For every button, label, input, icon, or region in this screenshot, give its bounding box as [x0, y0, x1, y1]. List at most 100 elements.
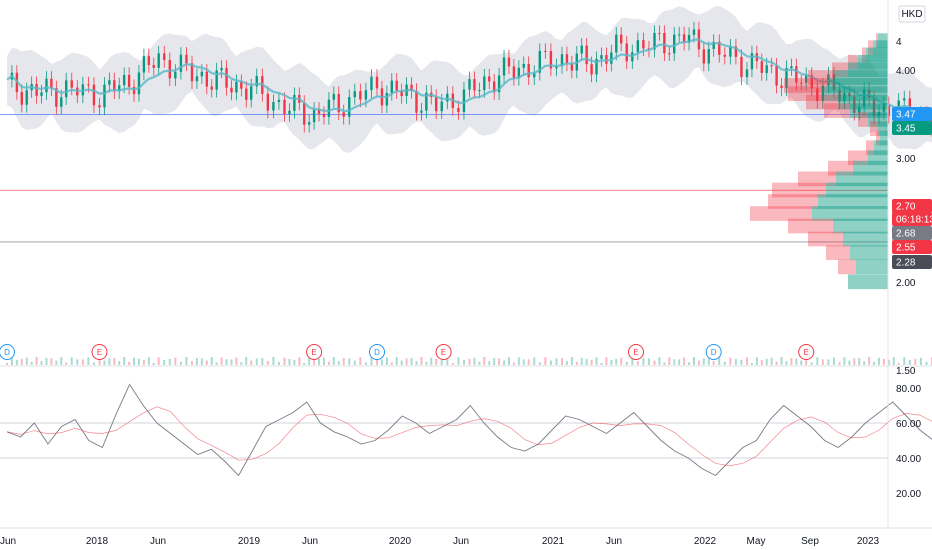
x-tick-label: 2020 [389, 536, 412, 547]
volume-bar [658, 357, 661, 365]
rsi-pane [0, 383, 932, 477]
rsi-signal-line [6, 406, 932, 467]
earnings-event-label: E [441, 348, 446, 357]
volume-bar [790, 358, 793, 365]
candle-body [98, 105, 101, 108]
candle-body [687, 34, 691, 43]
volume-bar [288, 358, 291, 365]
candle-body [190, 63, 194, 82]
volume-bar [473, 357, 476, 365]
volume-bar [478, 361, 481, 365]
earnings-event-icon[interactable] [628, 344, 644, 360]
candle-body [610, 52, 613, 64]
candle-body [872, 97, 876, 117]
volume-bar [760, 359, 763, 365]
candle-body [790, 66, 793, 69]
candle-body [25, 90, 28, 105]
y-tick-label: 4.00 [896, 66, 916, 77]
volume-bar [544, 357, 547, 365]
volume-bar [663, 362, 666, 365]
price-tag [892, 255, 932, 269]
candle-body [734, 46, 738, 57]
candle-body [570, 63, 574, 71]
candle-body [488, 76, 491, 82]
candle-body [522, 63, 525, 68]
candle-body [600, 55, 603, 59]
volume-bar [195, 358, 198, 365]
candle-body [729, 46, 732, 57]
candle-body [245, 88, 248, 100]
volume-bar [353, 360, 356, 365]
volume-bar [712, 361, 715, 365]
volume-profile-down-bar [858, 112, 868, 127]
volume-profile-up-bar [868, 112, 888, 127]
volume-bar [615, 358, 618, 365]
rsi-y-tick-label: 20.00 [896, 489, 921, 500]
volume-profile-up-bar [868, 150, 888, 166]
candle-body [677, 34, 681, 36]
candle-body [877, 111, 881, 117]
volume-profile-down-bar [862, 47, 866, 63]
candle-body [549, 50, 553, 69]
candle-body [462, 89, 466, 113]
candle-body [816, 88, 819, 101]
candle-body [821, 85, 825, 101]
earnings-event-icon[interactable] [435, 344, 452, 360]
candle-body [174, 71, 177, 79]
volume-bar [174, 357, 177, 365]
volume-bar [775, 361, 778, 365]
candle-body [385, 92, 389, 106]
candle-body [200, 71, 204, 77]
dividend-event-icon[interactable] [705, 344, 722, 360]
volume-bar [843, 357, 846, 365]
volume-profile-down-bar [772, 182, 826, 198]
volume-bar [308, 357, 311, 365]
volume-bar [919, 357, 922, 365]
volume-bar [610, 359, 613, 365]
candle-body [527, 63, 530, 78]
volume-bar [318, 358, 321, 365]
volume-bar [283, 357, 286, 365]
candle-body [668, 53, 671, 55]
volume-bar [653, 360, 656, 365]
volume-bar [103, 360, 106, 365]
volume-bar [925, 361, 928, 365]
volume-bar [303, 362, 306, 365]
volume-bar [457, 357, 460, 365]
price-tag [892, 107, 932, 121]
candle-body [45, 78, 48, 93]
candle-body [718, 41, 721, 55]
dividend-event-icon[interactable] [0, 344, 15, 360]
volume-bar [595, 357, 598, 365]
volume-bar [800, 360, 803, 365]
candle-body [277, 99, 281, 103]
earnings-event-icon[interactable] [798, 344, 815, 360]
rsi-y-tick-label: 60.00 [896, 419, 921, 430]
volume-bar [163, 359, 166, 365]
currency-box[interactable] [898, 5, 926, 23]
volume-bar [215, 362, 218, 365]
volume-bar [683, 357, 686, 365]
volume-profile-down-bar [848, 150, 868, 166]
moving-average-line [6, 38, 932, 116]
candle-body [538, 50, 541, 73]
candle-body [20, 91, 23, 105]
volume-bar [755, 357, 758, 365]
volume-bar [605, 357, 608, 365]
earnings-event-icon[interactable] [306, 344, 323, 360]
volume-profile-up-bar [836, 171, 888, 187]
candle-body [205, 71, 208, 87]
rsi-y-tick-label: 40.00 [896, 454, 921, 465]
candle-body [702, 49, 706, 64]
volume-bar [527, 359, 530, 365]
volume-bar [832, 357, 835, 365]
volume-profile-down-bar [866, 140, 874, 156]
earnings-event-icon[interactable] [91, 344, 108, 360]
volume-bar [152, 362, 155, 365]
dividend-event-icon[interactable] [369, 344, 385, 360]
volume-profile-down-bar [826, 245, 850, 260]
volume-bar [538, 362, 541, 365]
candle-body [785, 68, 788, 89]
volume-bar [266, 361, 269, 365]
